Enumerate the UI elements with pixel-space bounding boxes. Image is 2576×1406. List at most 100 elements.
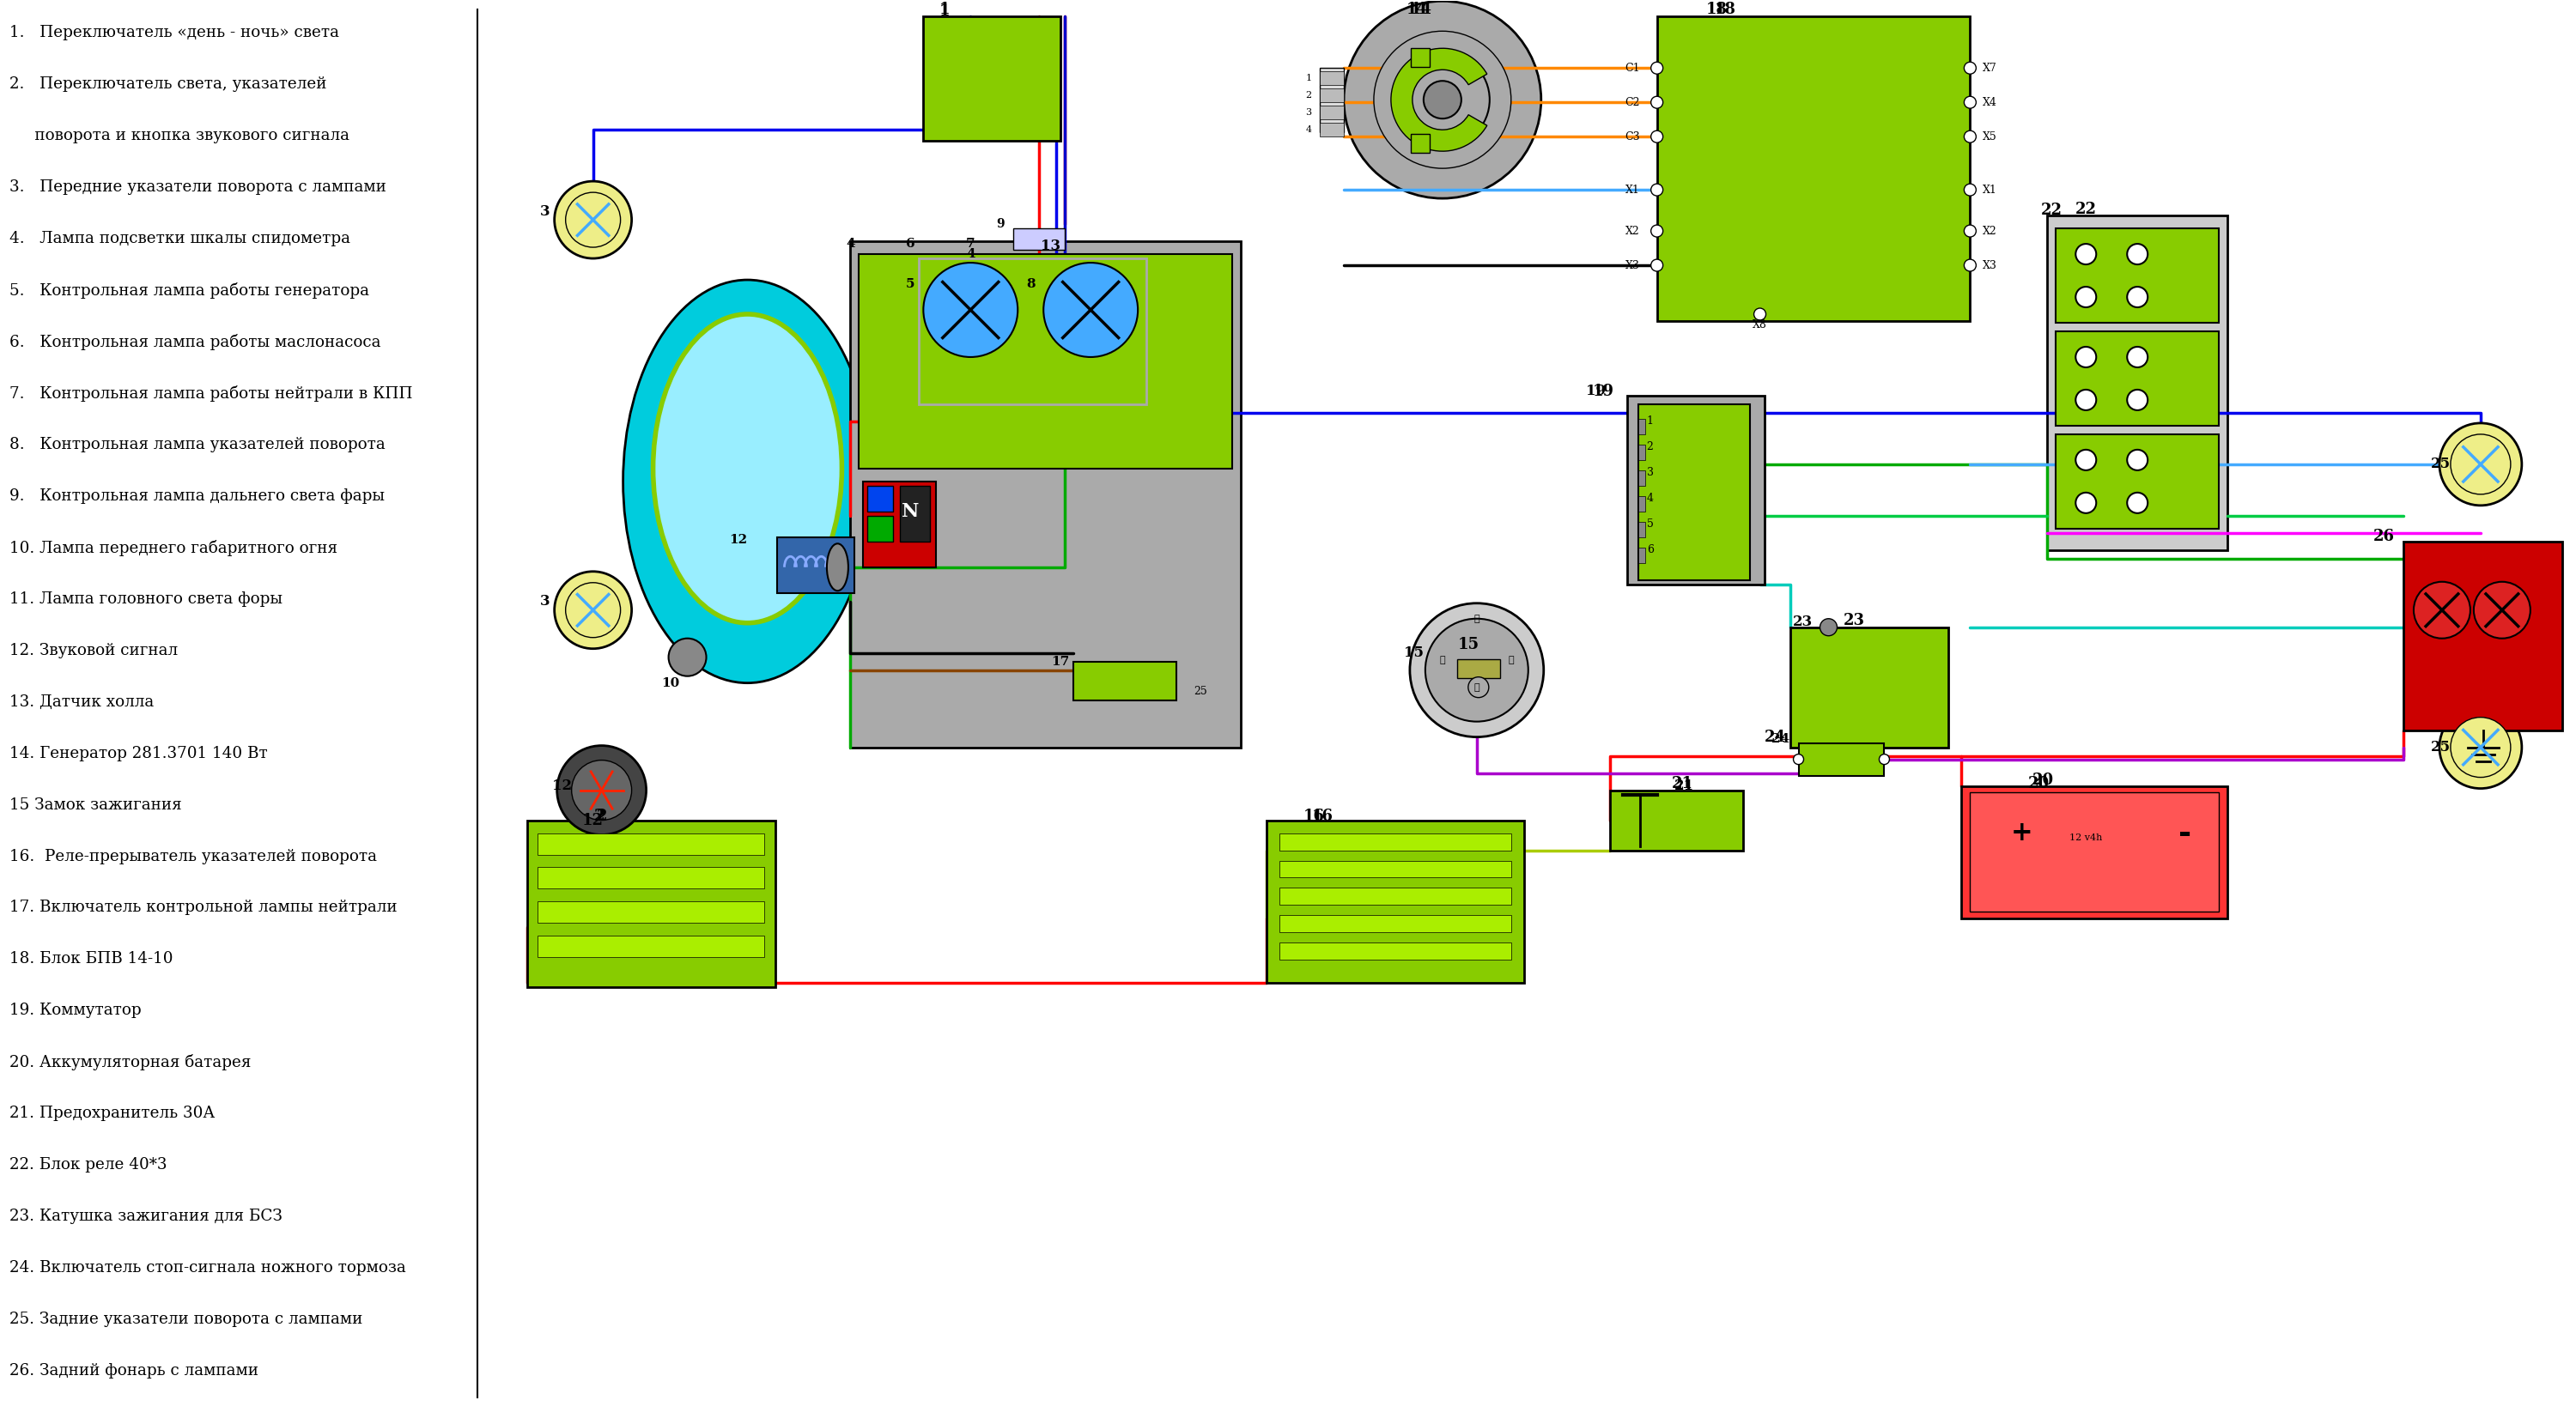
Text: 21. Предохранитель 30А: 21. Предохранитель 30А (10, 1105, 214, 1121)
Circle shape (1651, 97, 1664, 108)
Circle shape (2076, 492, 2097, 513)
Text: 1: 1 (1306, 75, 1311, 83)
Text: 12: 12 (582, 813, 603, 828)
Bar (1319, 105, 1345, 120)
Bar (1610, 790, 1744, 851)
Text: 10: 10 (662, 676, 680, 689)
Text: ①: ① (1507, 655, 1515, 664)
Text: 18: 18 (1705, 1, 1728, 17)
Bar (1280, 889, 1512, 905)
Text: 13. Датчик холла: 13. Датчик холла (10, 695, 155, 710)
Text: 16: 16 (1311, 808, 1332, 824)
Text: X2: X2 (1625, 225, 1641, 236)
Text: 9: 9 (997, 218, 1005, 231)
Text: 2: 2 (1646, 441, 1654, 453)
Text: 26: 26 (2372, 529, 2396, 544)
Circle shape (2128, 287, 2148, 308)
Circle shape (1651, 259, 1664, 271)
Text: 10. Лампа переднего габаритного огня: 10. Лампа переднего габаритного огня (10, 540, 337, 555)
Text: C1: C1 (1625, 62, 1641, 73)
Circle shape (1425, 82, 1461, 118)
Bar (1638, 419, 1646, 434)
Bar (1074, 662, 1177, 700)
Text: 18. Блок БПВ 14-10: 18. Блок БПВ 14-10 (10, 952, 173, 967)
Bar (1638, 470, 1646, 485)
Bar (2403, 541, 2563, 730)
Text: C3: C3 (1625, 131, 1641, 142)
Text: 24: 24 (1765, 730, 1785, 745)
Circle shape (1963, 97, 1976, 108)
Text: 23: 23 (1844, 613, 1865, 628)
Bar (1319, 122, 1345, 136)
Bar (1790, 627, 1947, 748)
Text: 2: 2 (1306, 91, 1311, 100)
Circle shape (2439, 423, 2522, 505)
Text: 26. Задний фонарь с лампами: 26. Задний фонарь с лампами (10, 1362, 258, 1378)
Bar (538, 834, 765, 855)
Circle shape (2128, 347, 2148, 367)
Text: ③: ③ (1440, 655, 1445, 664)
Circle shape (1651, 131, 1664, 142)
Circle shape (1793, 754, 1803, 765)
Text: 6: 6 (1646, 544, 1654, 555)
Text: 12: 12 (729, 534, 747, 546)
Text: 19: 19 (1592, 384, 1615, 399)
Text: 6.   Контрольная лампа работы маслонасоса: 6. Контрольная лампа работы маслонасоса (10, 333, 381, 350)
Circle shape (2439, 706, 2522, 789)
Circle shape (1043, 263, 1139, 357)
Text: 4: 4 (845, 238, 855, 250)
Text: 4: 4 (1646, 494, 1654, 505)
Ellipse shape (1396, 52, 1489, 146)
Text: 25. Задние указатели поворота с лампами: 25. Задние указатели поворота с лампами (10, 1312, 363, 1327)
Text: 8: 8 (1025, 278, 1036, 290)
Circle shape (2128, 389, 2148, 411)
Circle shape (1963, 259, 1976, 271)
Bar (1280, 943, 1512, 960)
Bar (1960, 786, 2228, 920)
Text: 6: 6 (907, 238, 914, 250)
Text: 2.   Переключатель света, указателей: 2. Переключатель света, указателей (10, 76, 327, 91)
Text: 16: 16 (1303, 808, 1324, 824)
Text: 24: 24 (1772, 733, 1790, 745)
Bar (1280, 860, 1512, 877)
Circle shape (1754, 308, 1767, 321)
Text: 4: 4 (966, 247, 976, 260)
Circle shape (554, 571, 631, 648)
Bar (2056, 434, 2218, 529)
Bar (1638, 405, 1749, 581)
Text: 11. Лампа головного света форы: 11. Лампа головного света форы (10, 591, 283, 606)
Text: 3.   Передние указатели поворота с лампами: 3. Передние указатели поворота с лампами (10, 180, 386, 195)
Text: 19. Коммутатор: 19. Коммутатор (10, 1002, 142, 1018)
Text: 22: 22 (2040, 202, 2063, 218)
Bar (778, 537, 855, 593)
Circle shape (1651, 62, 1664, 75)
Text: 1: 1 (1646, 416, 1654, 427)
Text: поворота и кнопка звукового сигнала: поворота и кнопка звукового сигнала (10, 128, 350, 143)
Circle shape (2414, 582, 2470, 638)
Text: 23: 23 (1793, 614, 1814, 630)
Circle shape (1963, 184, 1976, 195)
Wedge shape (1391, 48, 1486, 152)
Circle shape (1878, 754, 1888, 765)
Text: 20. Аккумуляторная батарея: 20. Аккумуляторная батарея (10, 1054, 252, 1070)
Text: X4: X4 (1984, 97, 1996, 108)
Text: X8: X8 (1752, 319, 1767, 330)
Bar (528, 820, 775, 987)
Text: 20: 20 (2032, 772, 2053, 787)
Text: 7.   Контрольная лампа работы нейтрали в КПП: 7. Контрольная лампа работы нейтрали в К… (10, 385, 412, 402)
Circle shape (2076, 389, 2097, 411)
Circle shape (2128, 450, 2148, 470)
Bar (1656, 17, 1971, 321)
Text: 4.   Лампа подсветки шкалы спидометра: 4. Лампа подсветки шкалы спидометра (10, 231, 350, 246)
Circle shape (567, 193, 621, 247)
Text: 1: 1 (940, 4, 951, 20)
Bar (2056, 332, 2218, 426)
Text: N: N (902, 502, 920, 520)
Circle shape (2450, 717, 2512, 778)
Bar (850, 242, 1242, 748)
Text: 15: 15 (1458, 637, 1479, 652)
Text: 3: 3 (541, 204, 551, 218)
Text: 7: 7 (966, 238, 976, 250)
Bar (1628, 395, 1765, 585)
Text: 9.   Контрольная лампа дальнего света фары: 9. Контрольная лампа дальнего света фары (10, 488, 384, 503)
